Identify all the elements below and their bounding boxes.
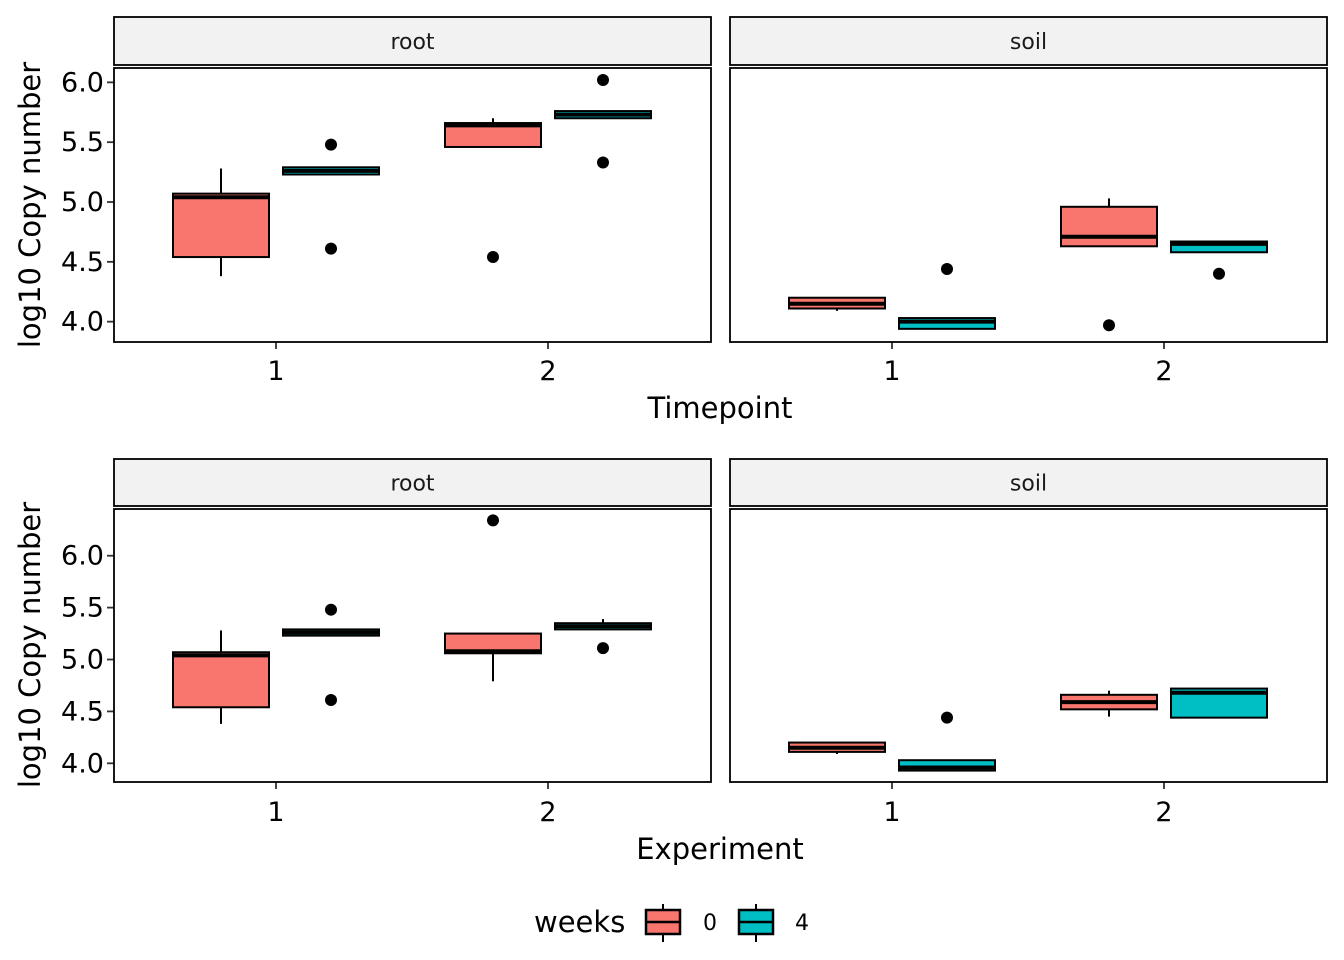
y-axis-title: log10 Copy number xyxy=(13,502,47,788)
y-tick-label: 4.0 xyxy=(61,307,104,338)
panel-border xyxy=(113,67,712,343)
box-1-weeks-0 xyxy=(172,168,270,277)
box-body xyxy=(444,632,542,655)
box-2-weeks-4 xyxy=(1170,240,1268,280)
legend-label-weeks-4: 4 xyxy=(795,911,809,936)
box-1-weeks-0 xyxy=(788,741,886,754)
facet-strip-label: soil xyxy=(1010,30,1047,55)
outlier-point xyxy=(325,603,337,616)
y-tick-label: 6.0 xyxy=(61,541,104,572)
box-body xyxy=(898,759,996,772)
outlier-point xyxy=(1103,319,1115,332)
legend-label-weeks-0: 0 xyxy=(703,911,717,936)
y-tick-label: 6.0 xyxy=(61,67,104,98)
x-tick-label: 2 xyxy=(539,797,556,828)
legend-key-weeks-4 xyxy=(737,904,775,942)
box-1-weeks-4 xyxy=(898,711,996,772)
box-2-weeks-0 xyxy=(1060,690,1158,717)
facet-soil: soil 1 2 xyxy=(729,16,1328,387)
x-tick-label: 1 xyxy=(883,797,900,828)
outlier-point xyxy=(597,156,609,169)
x-tick-label: 2 xyxy=(539,356,556,387)
box-1-weeks-4 xyxy=(282,603,380,706)
box-2-weeks-0 xyxy=(444,118,542,264)
box-1-weeks-0 xyxy=(172,630,270,724)
box-2-weeks-4 xyxy=(554,619,652,655)
box-body xyxy=(1170,240,1268,254)
y-axis-title: log10 Copy number xyxy=(13,62,47,348)
facet-soil: soil 1 2 xyxy=(729,458,1328,828)
box-2-weeks-0 xyxy=(444,514,542,682)
panel-background xyxy=(730,68,1327,342)
outlier-point xyxy=(325,138,337,151)
facet-strip-label: root xyxy=(390,472,434,497)
facet-strip xyxy=(729,16,1328,66)
outlier-point xyxy=(941,711,953,724)
box-2-weeks-0 xyxy=(1060,198,1158,332)
panel-background xyxy=(730,509,1327,782)
y-tick-label: 4.0 xyxy=(61,748,104,779)
x-tick-label: 1 xyxy=(267,356,284,387)
facet-strip xyxy=(729,458,1328,507)
panel-border xyxy=(113,508,712,783)
chart-row-1: log10 Copy number Timepoint root 4.0 4.5 5.0 5… xyxy=(13,16,1328,425)
box-body xyxy=(172,192,270,259)
panel-border xyxy=(729,67,1328,343)
outlier-point xyxy=(487,514,499,527)
outlier-point xyxy=(597,642,609,655)
outlier-point xyxy=(941,263,953,276)
facet-strip xyxy=(113,16,712,66)
outlier-point xyxy=(487,251,499,264)
box-1-weeks-0 xyxy=(788,296,886,311)
facet-root: root 4.0 4.5 5.0 5.5 6.0 1 2 xyxy=(61,458,712,828)
y-tick-label: 5.0 xyxy=(61,645,104,676)
facet-strip-label: soil xyxy=(1010,472,1047,497)
x-tick-label: 2 xyxy=(1155,356,1172,387)
box-1-weeks-4 xyxy=(898,263,996,330)
box-1-weeks-4 xyxy=(282,138,380,255)
facet-root: root 4.0 4.5 5.0 5.5 6.0 1 2 xyxy=(61,16,712,387)
legend-key-weeks-0 xyxy=(644,904,682,942)
panel-background xyxy=(114,509,711,782)
y-tick-label: 5.5 xyxy=(61,127,104,158)
box-2-weeks-4 xyxy=(1170,687,1268,719)
y-tick-label: 4.5 xyxy=(61,247,104,278)
y-tick-label: 4.5 xyxy=(61,696,104,727)
x-axis-title: Timepoint xyxy=(647,391,793,425)
panel-border xyxy=(729,508,1328,783)
outlier-point xyxy=(325,242,337,255)
box-body xyxy=(172,651,270,709)
x-tick-label: 2 xyxy=(1155,797,1172,828)
x-axis-title: Experiment xyxy=(636,832,804,866)
y-tick-label: 5.5 xyxy=(61,593,104,624)
outlier-point xyxy=(597,73,609,86)
y-tick-label: 5.0 xyxy=(61,187,104,218)
box-body xyxy=(444,122,542,148)
x-tick-label: 1 xyxy=(267,797,284,828)
legend-title: weeks xyxy=(534,905,625,939)
plot-rows: log10 Copy number Timepoint root 4.0 4.5 5.0 5… xyxy=(13,16,1328,866)
box-2-weeks-4 xyxy=(554,73,652,169)
facet-strip-label: root xyxy=(390,30,434,55)
outlier-point xyxy=(325,693,337,706)
legend: weeks 0 4 xyxy=(534,904,809,942)
chart-row-2: log10 Copy number Experiment root 4.0 4.5 5.0… xyxy=(13,458,1328,866)
x-tick-label: 1 xyxy=(883,356,900,387)
facet-strip xyxy=(113,458,712,507)
box-body xyxy=(1060,205,1158,248)
outlier-point xyxy=(1213,267,1225,280)
